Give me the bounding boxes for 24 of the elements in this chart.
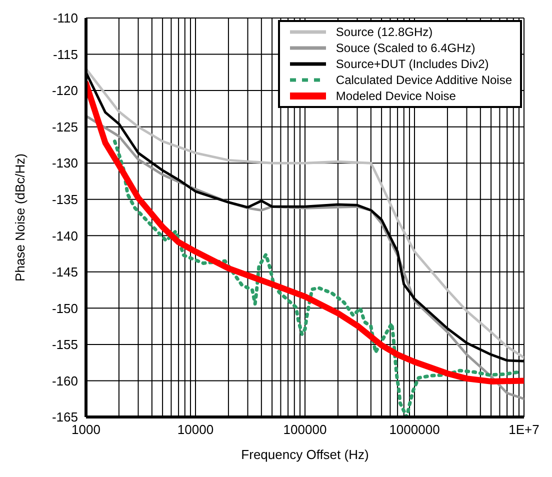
x-tick-label: 1000000 bbox=[389, 422, 440, 438]
legend-label: Source+DUT (Includes Div2) bbox=[336, 57, 489, 71]
x-axis-title: Frequency Offset (Hz) bbox=[241, 447, 369, 462]
x-tick-label: 100000 bbox=[283, 422, 327, 438]
y-tick-label: -165 bbox=[52, 410, 78, 425]
legend-label: Modeled Device Noise bbox=[336, 89, 456, 103]
y-axis-title: Phase Noise (dBc/Hz) bbox=[12, 154, 28, 282]
legend-label: Calculated Device Additive Noise bbox=[336, 73, 512, 87]
y-tick-label: -130 bbox=[52, 156, 78, 171]
y-tick-label: -145 bbox=[52, 264, 78, 280]
y-tick-label: -160 bbox=[52, 373, 78, 388]
y-tick-label: -155 bbox=[52, 337, 78, 352]
y-tick-label: -110 bbox=[52, 10, 78, 26]
y-tick-label: -150 bbox=[52, 300, 78, 316]
y-tick-label: -120 bbox=[52, 83, 78, 98]
y-tick-label: -125 bbox=[52, 119, 78, 134]
y-tick-label: -135 bbox=[52, 192, 78, 207]
legend-label: Source (12.8GHz) bbox=[336, 25, 433, 39]
legend-label: Souce (Scaled to 6.4GHz) bbox=[336, 41, 476, 55]
y-tick-label: -115 bbox=[52, 46, 78, 62]
x-tick-label: 10000 bbox=[177, 422, 214, 438]
x-tick-label: 1E+7 bbox=[508, 422, 540, 438]
y-tick-label: -140 bbox=[52, 228, 78, 244]
x-tick-label: 1000 bbox=[72, 422, 100, 438]
